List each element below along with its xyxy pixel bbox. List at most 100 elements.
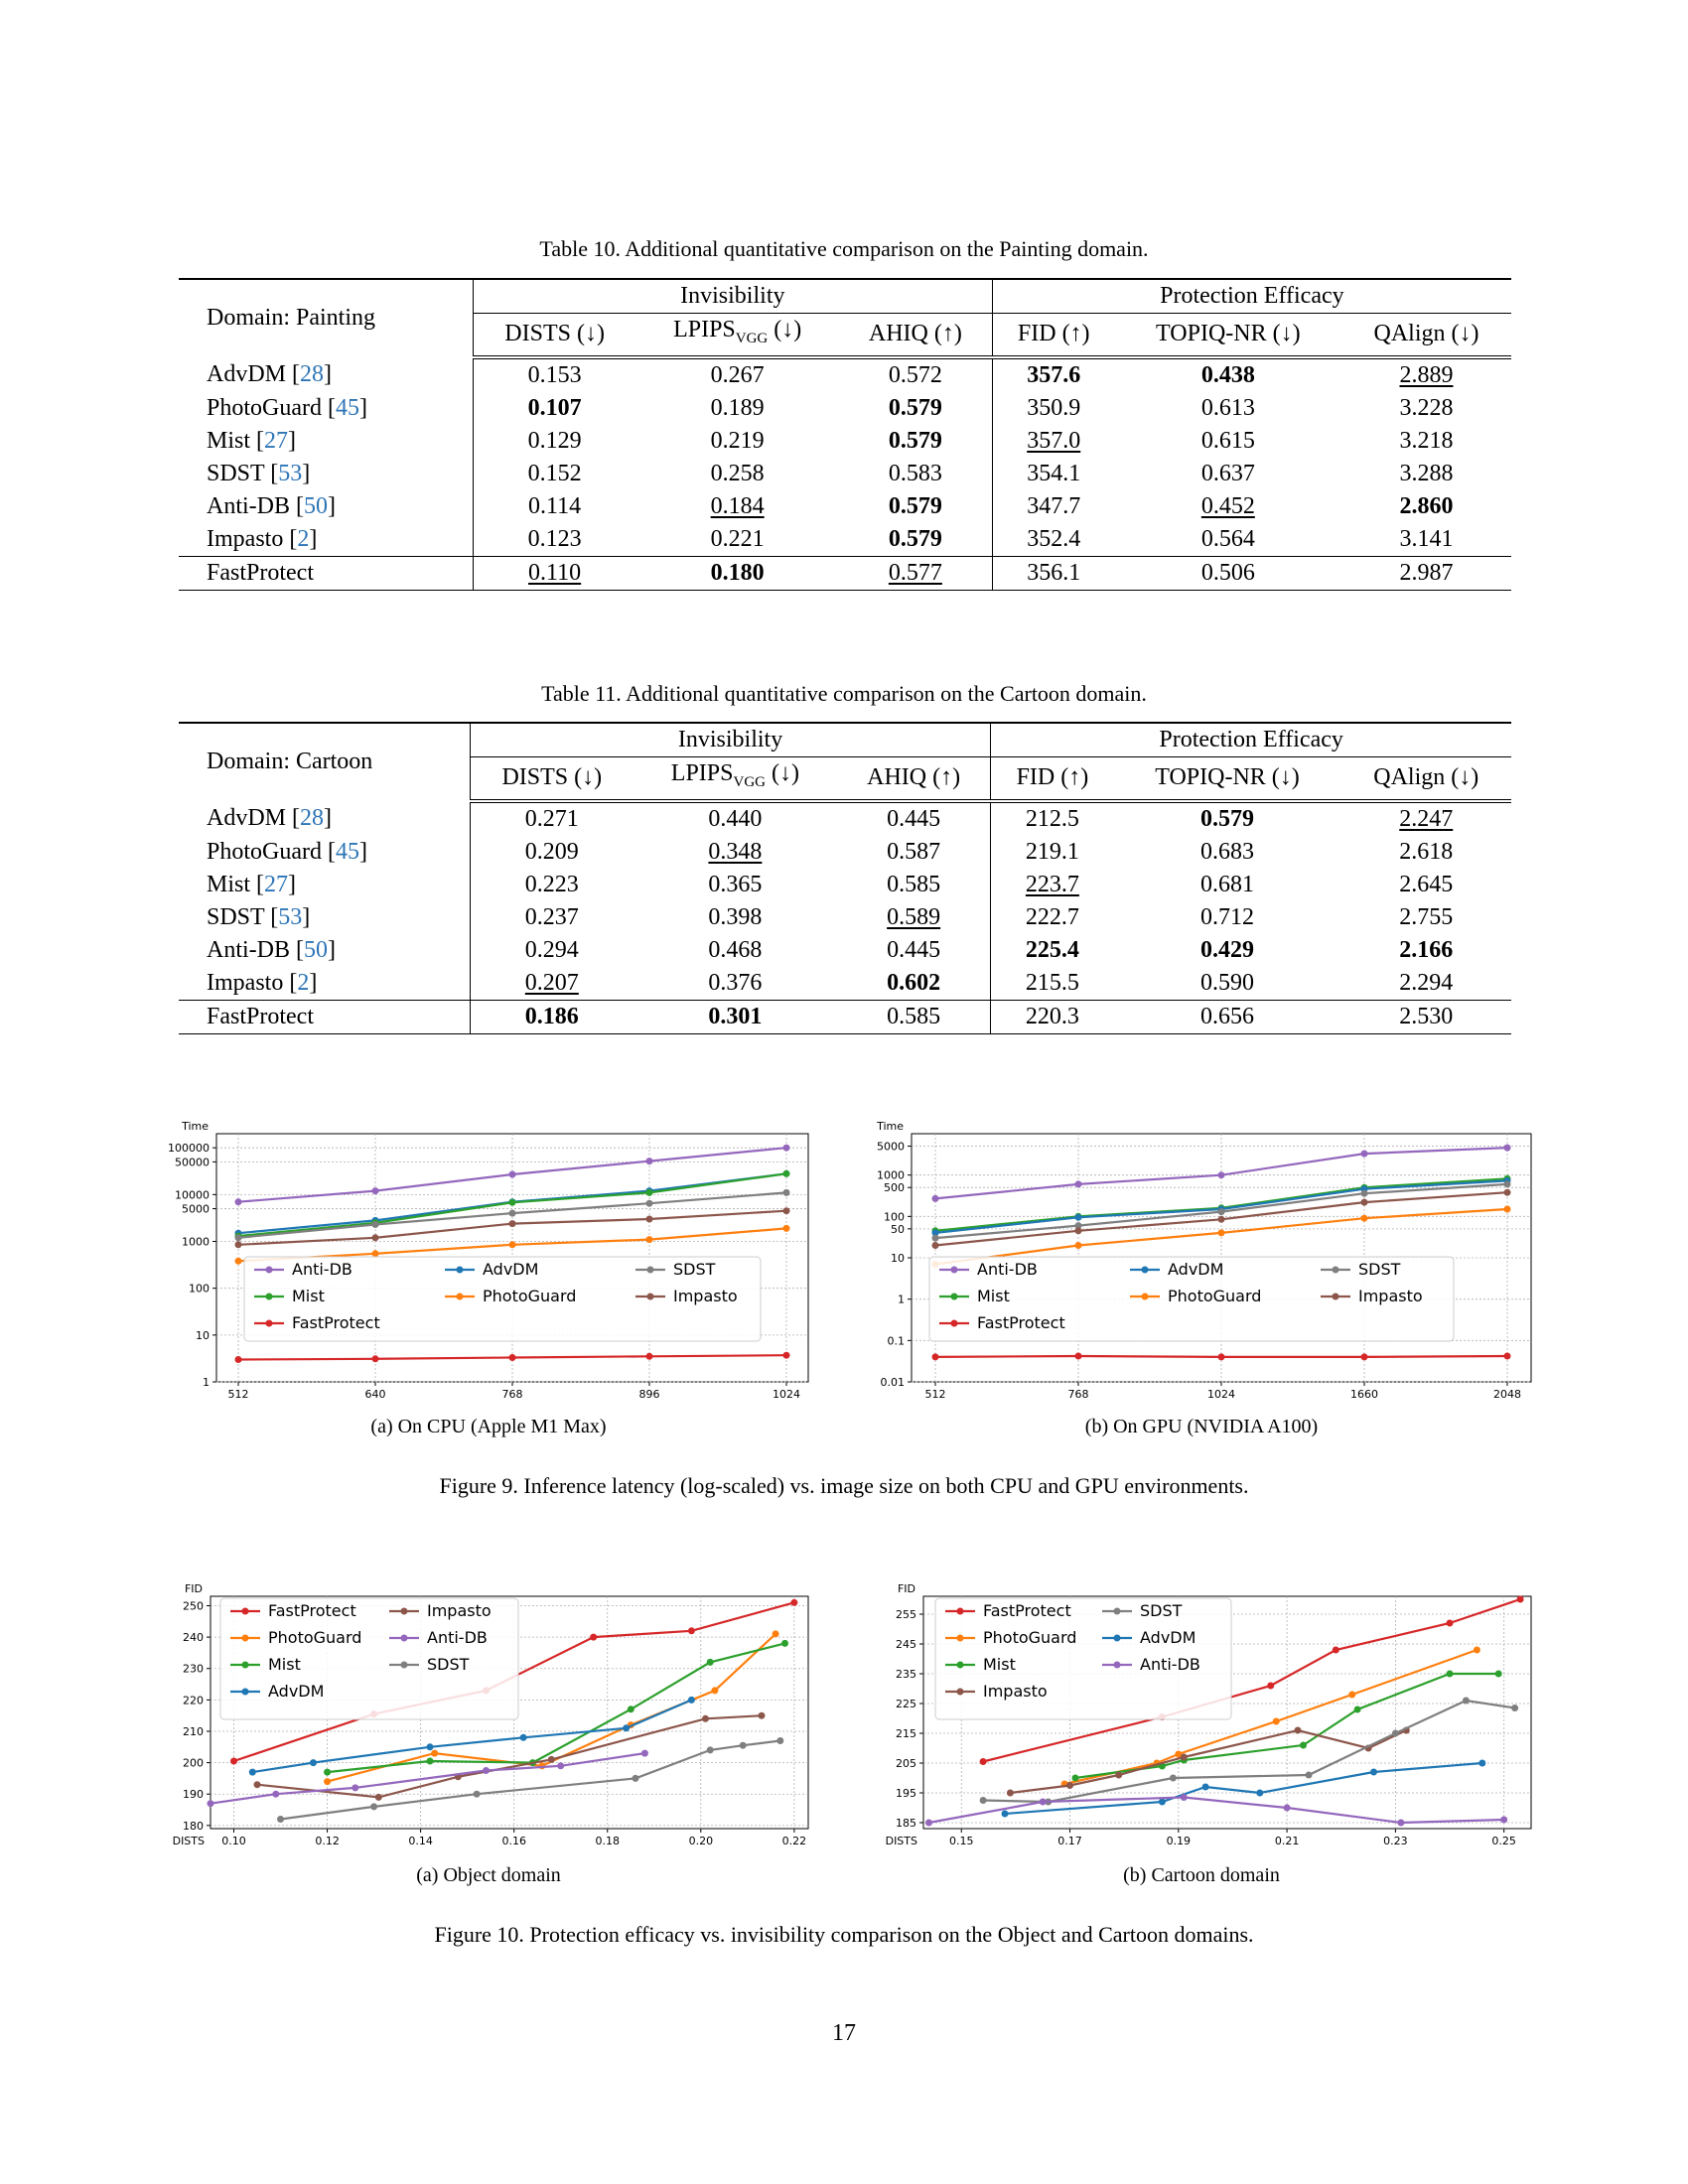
data-point-impasto: [1360, 1198, 1368, 1206]
figure9-caption: Figure 9. Inference latency (log-scaled)…: [439, 1473, 1249, 1498]
legend: Anti-DB Mist FastProtect AdvDM PhotoGuard SDS…: [928, 1256, 1455, 1342]
table-row: PhotoGuard [45] 0.107 0.189 0.579 350.9 0.613…: [179, 391, 1511, 425]
table-cell: 0.219: [710, 427, 765, 454]
legend-marker-advdm: [241, 1688, 249, 1696]
x-tick-label: 512: [925, 1388, 946, 1401]
data-point-antidb: [1180, 1794, 1188, 1801]
data-point-fastprotect: [1360, 1353, 1368, 1361]
table-cell: 0.637: [1200, 460, 1255, 486]
table-cell: 2.860: [1399, 492, 1454, 519]
series-line-impasto: [256, 1714, 763, 1799]
table-cell: 0.348: [708, 838, 763, 865]
y-tick-label: 100: [884, 1210, 905, 1223]
table-cell: 0.452: [1200, 492, 1255, 519]
data-point-advdm: [1158, 1798, 1166, 1806]
table-cell: 352.4: [1027, 525, 1081, 552]
x-tick-label: 0.19: [1167, 1835, 1192, 1847]
table-cell: 357.6: [1027, 361, 1081, 388]
table-cell: 0.107: [527, 394, 582, 421]
table-cell: 219.1: [1025, 838, 1079, 865]
legend-marker-photoguard: [241, 1634, 249, 1642]
table-cell: 0.445: [837, 933, 992, 967]
y-tick-label: 200: [183, 1757, 204, 1770]
data-point-photoguard: [1348, 1691, 1356, 1699]
table-cell: 0.398: [708, 903, 763, 930]
table-cell: 0.271: [524, 805, 579, 832]
table-cell: 0.110: [473, 555, 636, 591]
table-cell: 0.656: [1113, 999, 1341, 1034]
table-row: AdvDM [28] 0.271 0.440 0.445 212.5 0.579 2.247: [179, 800, 1511, 836]
data-point-fastprotect: [234, 1356, 242, 1363]
method-name: AdvDM [28]: [179, 356, 474, 392]
legend-marker-sdst: [400, 1661, 408, 1669]
citation-link[interactable]: 27: [264, 427, 289, 454]
table11-group-protection: Protection Efficacy: [990, 722, 1511, 757]
data-point-impasto: [1074, 1227, 1082, 1235]
citation-link[interactable]: 53: [278, 903, 303, 930]
figure9a-subcaption: (a) On CPU (Apple M1 Max): [370, 1416, 607, 1437]
table-cell: 357.0: [1027, 427, 1081, 454]
citation-link[interactable]: 27: [264, 871, 289, 897]
data-point-impasto: [253, 1781, 261, 1789]
table-cell: 354.1: [1027, 460, 1081, 486]
table-row: AdvDM [28] 0.153 0.267 0.572 357.6 0.438 2.889: [179, 356, 1511, 392]
data-point-photoguard: [234, 1257, 242, 1265]
citation-link[interactable]: 28: [300, 360, 325, 387]
data-point-sdst: [1074, 1222, 1082, 1230]
legend-marker-photoguard: [1141, 1293, 1149, 1300]
table-cell: 0.564: [1200, 525, 1255, 552]
legend-box: [243, 1256, 762, 1342]
citation-link[interactable]: 53: [278, 460, 303, 486]
legend-label-advdm: AdvDM: [1168, 1260, 1223, 1279]
legend-label-sdst: SDST: [1358, 1260, 1401, 1279]
x-tick-label: 0.20: [689, 1835, 714, 1847]
data-point-mist: [426, 1757, 434, 1765]
y-tick-label: 250: [183, 1599, 204, 1612]
data-point-impasto: [702, 1714, 709, 1722]
col-ahiq: AHIQ (↑): [837, 756, 992, 803]
table-cell: 0.301: [633, 999, 837, 1034]
table-cell: 0.602: [837, 966, 992, 1001]
x-tick-label: 0.22: [782, 1835, 807, 1847]
citation-link[interactable]: 45: [336, 394, 359, 421]
data-point-antidb: [1503, 1144, 1511, 1152]
citation-link[interactable]: 2: [297, 525, 310, 552]
data-point-impasto: [758, 1711, 766, 1719]
table-cell: 0.572: [838, 356, 993, 392]
citation-link[interactable]: 28: [300, 804, 325, 831]
table-cell: 0.579: [838, 424, 993, 458]
y-axis-label: FID: [898, 1582, 915, 1595]
table11-caption: Table 11. Additional quantitative compar…: [541, 681, 1147, 706]
data-point-sdst: [1169, 1774, 1177, 1782]
table-cell: 0.589: [837, 900, 992, 934]
data-point-antidb: [925, 1819, 932, 1827]
data-point-fastprotect: [1516, 1595, 1524, 1603]
data-point-sdst: [1217, 1208, 1225, 1216]
citation-link[interactable]: 2: [297, 969, 310, 996]
table-cell: 2.755: [1399, 903, 1454, 930]
data-point-mist: [627, 1706, 634, 1713]
method-name: AdvDM [28]: [179, 800, 471, 836]
y-tick-label: 5000: [877, 1141, 905, 1154]
legend-label-mist: Mist: [268, 1655, 301, 1674]
figure10a-chart: 0.10 0.12 0.14 0.16 0.18 0.20 0.22 DISTS 180 190 2…: [161, 1578, 816, 1861]
y-tick-label: 215: [896, 1727, 916, 1740]
y-axis-label: Time: [876, 1120, 904, 1133]
legend-marker-mist: [956, 1661, 964, 1669]
data-point-sdst: [979, 1797, 987, 1804]
citation-link[interactable]: 50: [304, 936, 328, 963]
col-fid: FID (↑): [992, 313, 1115, 359]
legend-marker-fastprotect: [950, 1319, 958, 1327]
table-cell: 2.618: [1399, 838, 1454, 865]
table-row: Anti-DB [50] 0.294 0.468 0.445 225.4 0.429 2.1…: [179, 933, 1511, 967]
data-point-mist: [1446, 1670, 1454, 1678]
figure9a-svg: 512 640 768 896 1024 1 10 100 1000 5000 10000 50000…: [168, 1120, 809, 1401]
table-cell: 0.585: [837, 999, 992, 1034]
citation-link[interactable]: 45: [336, 838, 359, 865]
figure10b-chart: 0.15 0.17 0.19 0.21 0.23 0.25 DISTS 185 195 205 21…: [864, 1578, 1539, 1861]
table-cell: 0.258: [710, 460, 765, 486]
x-tick-label: 0.12: [315, 1835, 340, 1847]
method-name: PhotoGuard [45]: [179, 391, 474, 425]
citation-link[interactable]: 50: [304, 492, 328, 519]
data-point-antidb: [1283, 1804, 1291, 1812]
